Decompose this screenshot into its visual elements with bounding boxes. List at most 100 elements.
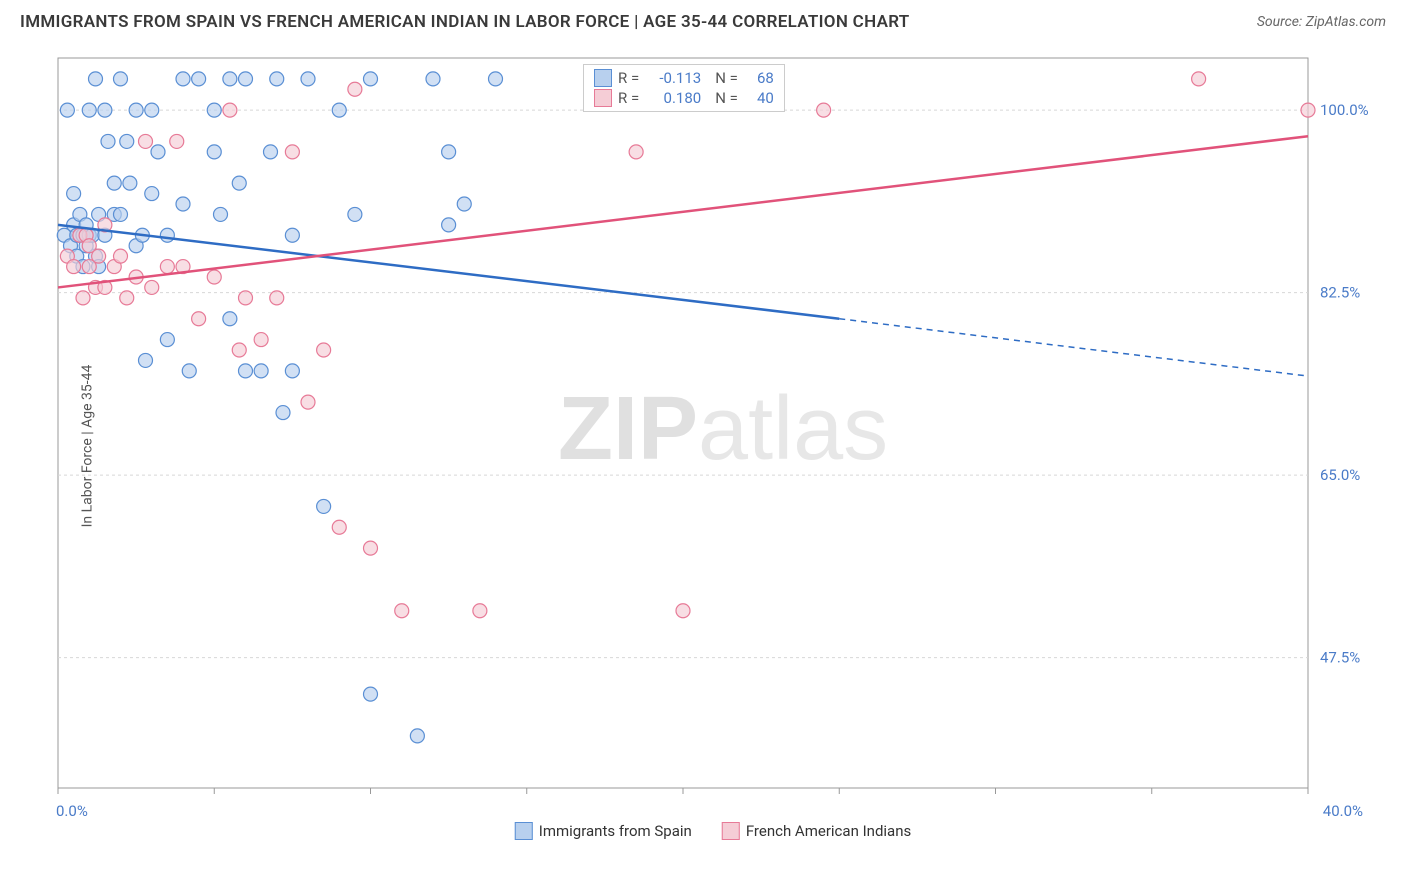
data-point <box>364 72 378 86</box>
legend-n-label: N = <box>715 89 738 107</box>
data-point <box>223 312 237 326</box>
legend-stat-row: R = 0.180 N = 40 <box>594 89 774 107</box>
data-point <box>301 395 315 409</box>
legend-r-label: R = <box>618 89 639 107</box>
data-point <box>239 72 253 86</box>
legend-item: French American Indians <box>722 822 911 840</box>
data-point <box>301 72 315 86</box>
data-point <box>207 145 221 159</box>
data-point <box>139 353 153 367</box>
data-point <box>151 145 165 159</box>
scatter-plot: 47.5%65.0%82.5%100.0%0.0%40.0% <box>48 48 1378 848</box>
data-point <box>348 207 362 221</box>
data-point <box>442 218 456 232</box>
data-point <box>348 82 362 96</box>
legend-swatch <box>722 822 740 840</box>
data-point <box>89 72 103 86</box>
legend-n-value: 40 <box>744 89 774 107</box>
data-point <box>232 176 246 190</box>
data-point <box>114 249 128 263</box>
legend-swatch <box>594 69 612 87</box>
data-point <box>145 103 159 117</box>
legend-item: Immigrants from Spain <box>515 822 692 840</box>
data-point <box>207 270 221 284</box>
data-point <box>82 103 96 117</box>
legend-r-value: 0.180 <box>645 89 701 107</box>
data-point <box>76 291 90 305</box>
legend-n-value: 68 <box>744 69 774 87</box>
data-point <box>192 312 206 326</box>
data-point <box>223 72 237 86</box>
data-point <box>1301 103 1315 117</box>
data-point <box>139 134 153 148</box>
data-point <box>1192 72 1206 86</box>
x-tick-label: 40.0% <box>1323 802 1363 820</box>
data-point <box>207 103 221 117</box>
data-point <box>270 291 284 305</box>
data-point <box>817 103 831 117</box>
data-point <box>160 333 174 347</box>
data-point <box>676 604 690 618</box>
data-point <box>129 103 143 117</box>
data-point <box>114 207 128 221</box>
data-point <box>214 207 228 221</box>
data-point <box>145 187 159 201</box>
data-point <box>254 364 268 378</box>
x-tick-label: 0.0% <box>56 802 88 820</box>
data-point <box>176 197 190 211</box>
data-point <box>160 260 174 274</box>
legend-series-label: Immigrants from Spain <box>539 822 692 840</box>
data-point <box>232 343 246 357</box>
regression-line <box>58 136 1308 287</box>
data-point <box>123 176 137 190</box>
data-point <box>264 145 278 159</box>
data-point <box>254 333 268 347</box>
data-point <box>239 291 253 305</box>
data-point <box>332 103 346 117</box>
data-point <box>107 176 121 190</box>
chart-container: 47.5%65.0%82.5%100.0%0.0%40.0% ZIPatlas … <box>48 48 1378 848</box>
data-point <box>270 72 284 86</box>
regression-line-extrap <box>839 319 1308 376</box>
data-point <box>92 249 106 263</box>
data-point <box>395 604 409 618</box>
y-tick-label: 82.5% <box>1320 284 1360 302</box>
data-point <box>182 364 196 378</box>
data-point <box>285 228 299 242</box>
y-tick-label: 65.0% <box>1320 466 1360 484</box>
data-point <box>285 145 299 159</box>
data-point <box>473 604 487 618</box>
data-point <box>60 103 74 117</box>
data-point <box>426 72 440 86</box>
legend-r-label: R = <box>618 69 639 87</box>
data-point <box>67 187 81 201</box>
correlation-legend: R = -0.113 N = 68 R = 0.180 N = 40 <box>583 64 785 112</box>
data-point <box>145 280 159 294</box>
data-point <box>364 541 378 555</box>
data-point <box>410 729 424 743</box>
data-point <box>317 499 331 513</box>
data-point <box>114 72 128 86</box>
data-point <box>101 134 115 148</box>
data-point <box>160 228 174 242</box>
legend-r-value: -0.113 <box>645 69 701 87</box>
legend-swatch <box>515 822 533 840</box>
data-point <box>120 134 134 148</box>
legend-n-label: N = <box>715 69 738 87</box>
data-point <box>192 72 206 86</box>
y-tick-label: 47.5% <box>1320 649 1360 667</box>
data-point <box>629 145 643 159</box>
data-point <box>364 687 378 701</box>
data-point <box>442 145 456 159</box>
data-point <box>120 291 134 305</box>
data-point <box>170 134 184 148</box>
data-point <box>98 103 112 117</box>
data-point <box>457 197 471 211</box>
data-point <box>176 72 190 86</box>
data-point <box>239 364 253 378</box>
data-point <box>285 364 299 378</box>
legend-swatch <box>594 89 612 107</box>
data-point <box>332 520 346 534</box>
source-text: Source: ZipAtlas.com <box>1257 14 1386 30</box>
data-point <box>223 103 237 117</box>
